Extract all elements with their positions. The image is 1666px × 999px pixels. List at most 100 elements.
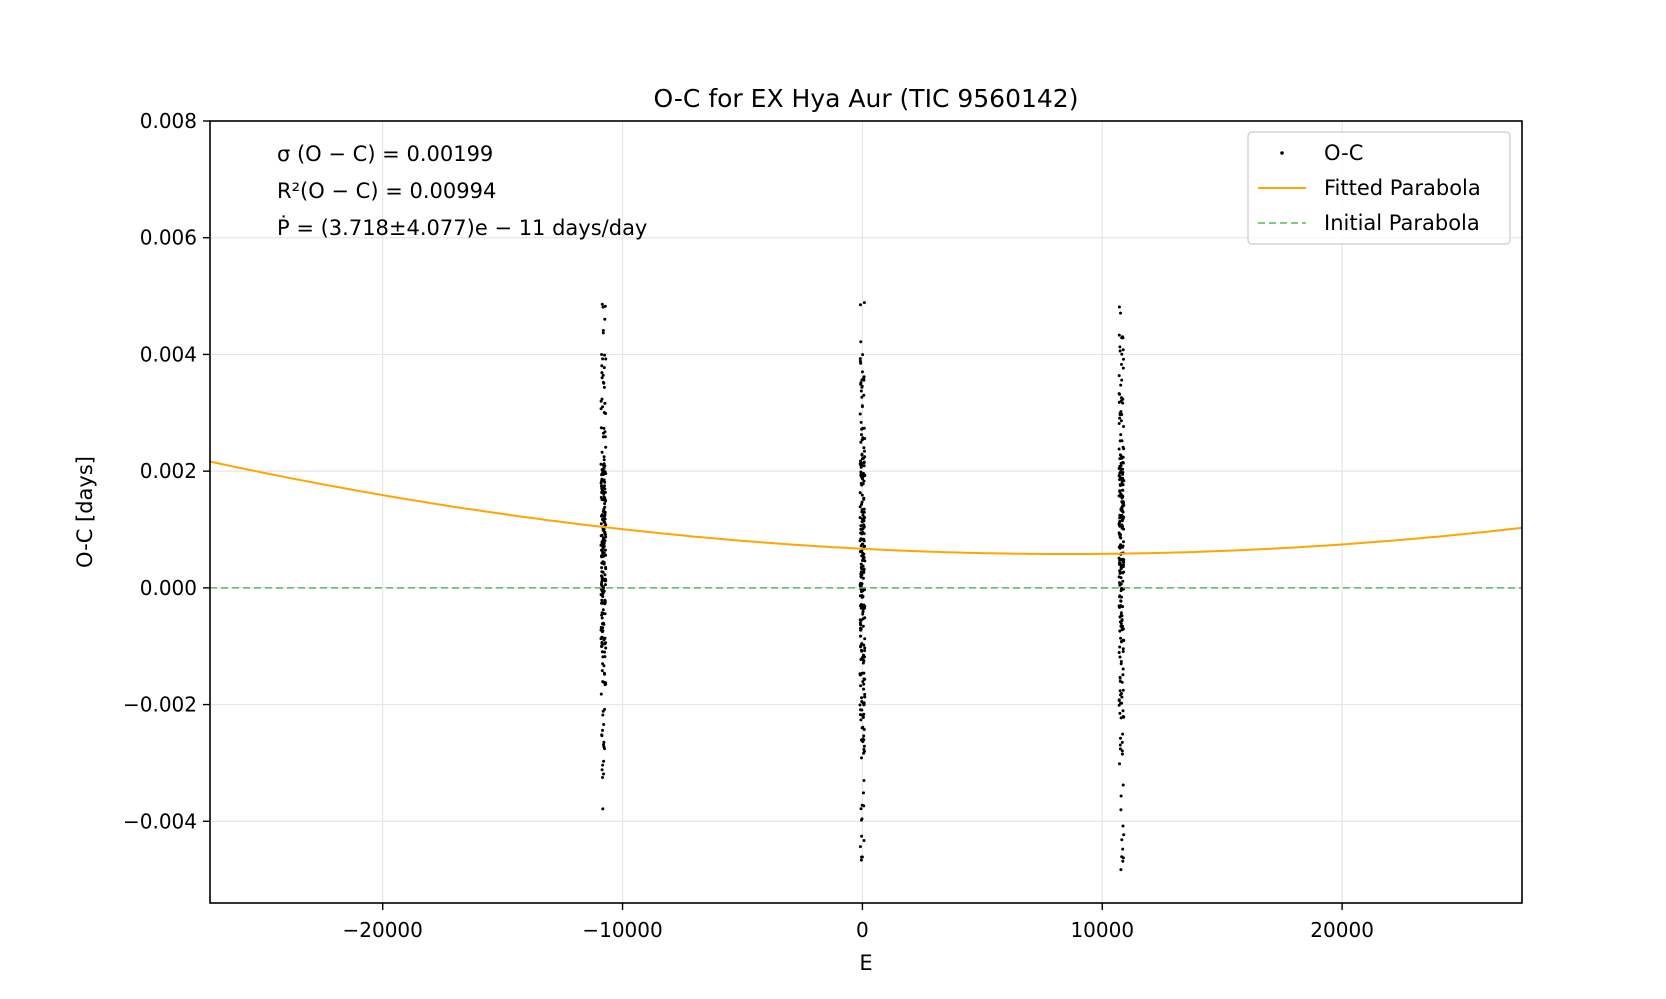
- oc-point: [1120, 838, 1124, 842]
- oc-point: [601, 662, 605, 666]
- y-axis: −0.004 −0.002 0.000 0.002 0.004 0.006 0.008: [123, 109, 210, 833]
- legend: O-C Fitted Parabola Initial Parabola: [1247, 131, 1511, 245]
- oc-point: [1119, 808, 1123, 812]
- oc-point: [1119, 604, 1123, 608]
- oc-point: [1121, 467, 1125, 471]
- oc-point: [858, 713, 862, 717]
- oc-point: [599, 462, 603, 466]
- oc-point: [603, 502, 607, 506]
- oc-point: [600, 353, 604, 356]
- oc-point: [1117, 447, 1121, 451]
- oc-point: [603, 353, 607, 357]
- oc-point: [602, 515, 606, 518]
- oc-point: [1121, 824, 1125, 828]
- oc-point: [863, 588, 866, 592]
- oc-point: [601, 331, 605, 335]
- oc-point: [599, 496, 603, 499]
- oc-point: [1119, 613, 1123, 617]
- oc-point: [601, 807, 605, 811]
- oc-point: [600, 484, 603, 488]
- oc-point: [1119, 571, 1123, 574]
- oc-point: [1121, 579, 1125, 583]
- oc-point: [1121, 673, 1125, 677]
- chart-title: O-C for EX Hya Aur (TIC 9560142): [654, 84, 1079, 113]
- oc-point: [860, 433, 863, 437]
- oc-point: [860, 532, 864, 536]
- oc-point: [863, 437, 867, 440]
- oc-point: [600, 644, 604, 648]
- oc-point: [861, 427, 865, 430]
- y-tick-label: 0.004: [140, 342, 197, 366]
- oc-point: [1121, 647, 1125, 651]
- oc-point: [600, 589, 604, 593]
- fitted-parabola-line: [210, 460, 1522, 555]
- oc-point: [1120, 412, 1124, 416]
- oc-point: [600, 574, 603, 578]
- oc-point: [1122, 715, 1126, 719]
- oc-point: [602, 759, 606, 763]
- oc-point: [1118, 345, 1122, 349]
- oc-point: [603, 579, 607, 583]
- oc-point: [1121, 688, 1125, 692]
- oc-point: [604, 535, 608, 539]
- oc-point: [601, 626, 605, 630]
- oc-point: [1122, 833, 1126, 837]
- oc-point: [859, 574, 863, 578]
- oc-point: [1120, 752, 1124, 756]
- oc-point: [603, 505, 607, 509]
- legend-box: [1247, 131, 1511, 245]
- oc-point: [1121, 472, 1125, 476]
- oc-point: [603, 317, 607, 321]
- oc-point: [602, 455, 606, 459]
- oc-point: [860, 378, 864, 382]
- pdot-annotation: Ṗ = (3.718±4.077)e − 11 days/day: [277, 215, 647, 240]
- oc-point: [1122, 527, 1126, 531]
- oc-point: [600, 583, 603, 587]
- oc-point: [601, 763, 605, 767]
- oc-point: [1122, 570, 1126, 574]
- oc-point: [1121, 445, 1125, 449]
- oc-point: [859, 634, 862, 638]
- oc-point: [603, 548, 607, 552]
- oc-point: [859, 420, 863, 424]
- oc-point: [601, 585, 605, 589]
- oc-point: [1117, 422, 1121, 425]
- oc-point: [601, 713, 605, 717]
- oc-point: [599, 543, 603, 547]
- oc-point: [1118, 457, 1122, 461]
- oc-point: [860, 696, 863, 700]
- oc-point: [601, 546, 605, 550]
- oc-point: [861, 701, 865, 705]
- oc-point: [862, 687, 866, 691]
- oc-point: [1122, 558, 1126, 562]
- oc-point: [859, 440, 863, 444]
- oc-point: [1121, 401, 1125, 405]
- oc-point: [861, 555, 865, 559]
- oc-point: [863, 449, 866, 453]
- oc-point: [1118, 349, 1122, 353]
- oc-point: [601, 622, 605, 625]
- oc-point: [1117, 374, 1121, 378]
- x-tick-label: 0: [856, 918, 869, 942]
- oc-point: [1121, 366, 1125, 370]
- x-tick-label: 10000: [1070, 918, 1134, 942]
- oc-point: [604, 565, 608, 569]
- oc-point: [860, 818, 863, 822]
- oc-point: [1120, 749, 1124, 753]
- oc-point: [863, 637, 867, 641]
- oc-point: [1120, 740, 1124, 744]
- oc-point: [1118, 545, 1121, 549]
- oc-point: [860, 502, 863, 506]
- oc-point: [1120, 855, 1124, 859]
- sigma-annotation: σ (O − C) = 0.00199: [277, 142, 493, 166]
- oc-point: [1118, 439, 1122, 443]
- oc-point: [1118, 490, 1122, 494]
- legend-label: Fitted Parabola: [1324, 176, 1481, 200]
- oc-point: [863, 695, 867, 699]
- legend-marker-oc: [1280, 151, 1284, 155]
- oc-point: [600, 472, 604, 476]
- oc-point: [1121, 783, 1125, 787]
- oc-point: [862, 677, 866, 681]
- oc-point: [602, 723, 606, 726]
- oc-point: [600, 491, 604, 494]
